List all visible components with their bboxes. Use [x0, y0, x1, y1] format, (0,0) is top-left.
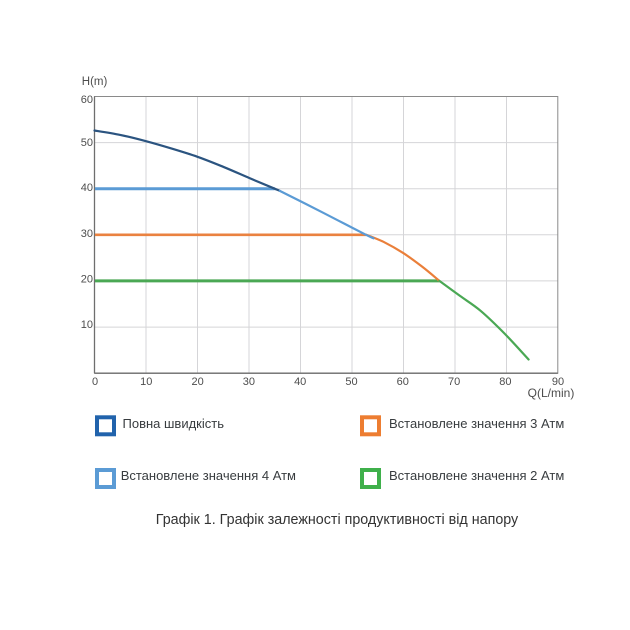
svg-text:80: 80	[499, 376, 511, 388]
svg-text:40: 40	[294, 376, 306, 388]
svg-text:70: 70	[448, 376, 460, 388]
svg-text:Встановлене значення 2 Атм: Встановлене значення 2 Атм	[389, 468, 564, 483]
svg-text:40: 40	[81, 182, 93, 194]
svg-text:Q(L/min): Q(L/min)	[528, 386, 575, 400]
svg-text:10: 10	[81, 319, 93, 331]
svg-text:50: 50	[345, 376, 357, 388]
svg-text:20: 20	[191, 376, 203, 388]
svg-text:60: 60	[397, 376, 409, 388]
svg-text:60: 60	[81, 94, 93, 106]
svg-text:H(m): H(m)	[82, 76, 108, 88]
svg-text:50: 50	[81, 137, 93, 149]
svg-text:0: 0	[92, 376, 98, 388]
svg-text:Графік 1. Графік залежності пр: Графік 1. Графік залежності продуктивнос…	[156, 512, 519, 528]
svg-text:10: 10	[140, 376, 152, 388]
svg-text:Встановлене значення 4 Атм: Встановлене значення 4 Атм	[121, 468, 296, 483]
svg-text:30: 30	[243, 376, 255, 388]
svg-text:Встановлене значення 3 Атм: Встановлене значення 3 Атм	[389, 416, 564, 431]
svg-text:30: 30	[81, 228, 93, 240]
svg-text:Повна швидкість: Повна швидкість	[123, 416, 225, 431]
svg-text:90: 90	[552, 376, 564, 388]
svg-text:20: 20	[81, 274, 93, 286]
